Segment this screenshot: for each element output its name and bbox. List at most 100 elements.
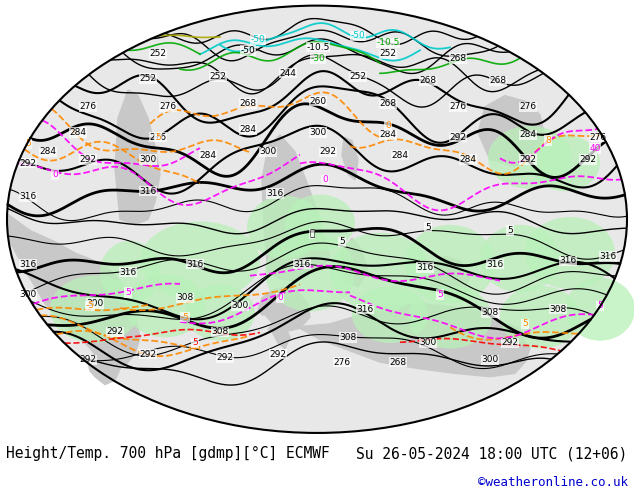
Text: 8: 8 (545, 136, 551, 145)
Text: 5: 5 (192, 339, 198, 347)
Text: 276: 276 (159, 102, 176, 111)
Text: 5: 5 (522, 319, 528, 328)
Text: 5: 5 (425, 222, 431, 232)
Text: 284: 284 (200, 151, 216, 160)
Text: 316: 316 (20, 260, 37, 269)
Text: 292: 292 (519, 155, 536, 164)
Text: 316: 316 (119, 268, 136, 277)
Text: 5: 5 (25, 140, 31, 148)
Text: 292: 292 (79, 155, 96, 164)
Text: 308: 308 (176, 294, 193, 302)
Text: 292: 292 (79, 355, 96, 365)
Text: 252: 252 (209, 72, 226, 81)
Text: 284: 284 (519, 130, 536, 140)
Ellipse shape (247, 196, 323, 259)
Text: 300: 300 (481, 355, 498, 365)
Text: 316: 316 (417, 263, 434, 272)
Text: 252: 252 (150, 49, 167, 58)
Text: 252: 252 (380, 49, 396, 58)
Text: -5: -5 (86, 301, 94, 310)
Ellipse shape (488, 126, 572, 189)
Text: 268: 268 (389, 358, 406, 367)
Polygon shape (340, 239, 368, 287)
Text: 276: 276 (150, 133, 167, 142)
Text: 284: 284 (380, 130, 396, 140)
Text: 252: 252 (139, 74, 157, 83)
Text: 5: 5 (125, 288, 131, 297)
Text: 316: 316 (599, 252, 617, 261)
Text: 276: 276 (590, 133, 607, 142)
Ellipse shape (565, 278, 634, 341)
Text: 5: 5 (437, 290, 443, 299)
Text: -5: -5 (181, 313, 190, 321)
Polygon shape (262, 135, 322, 281)
Polygon shape (7, 214, 140, 371)
Text: 300: 300 (259, 147, 276, 156)
Text: 252: 252 (349, 72, 366, 81)
Text: -50: -50 (241, 46, 256, 55)
Text: 292: 292 (269, 350, 287, 359)
Text: 316: 316 (294, 260, 311, 269)
Polygon shape (258, 287, 310, 332)
Text: 292: 292 (20, 159, 37, 168)
Text: 5: 5 (155, 133, 161, 142)
Text: ጖: ጖ (309, 229, 314, 239)
Text: 260: 260 (309, 97, 327, 106)
Text: 316: 316 (186, 260, 204, 269)
Text: 5: 5 (507, 226, 513, 235)
Ellipse shape (480, 225, 560, 293)
Text: 300: 300 (419, 339, 437, 347)
Text: 284: 284 (392, 151, 408, 160)
Text: 292: 292 (216, 353, 233, 362)
Polygon shape (268, 320, 290, 348)
Text: 244: 244 (280, 69, 297, 77)
Text: 268: 268 (489, 76, 507, 85)
Text: -50: -50 (351, 31, 365, 41)
Text: -50: -50 (250, 35, 266, 44)
Polygon shape (305, 234, 330, 270)
Text: -10.5: -10.5 (377, 38, 399, 47)
Ellipse shape (125, 274, 205, 337)
Text: 308: 308 (550, 305, 567, 314)
Ellipse shape (185, 285, 255, 341)
Text: ©weatheronline.co.uk: ©weatheronline.co.uk (477, 476, 628, 489)
Text: 268: 268 (240, 99, 257, 108)
Text: 284: 284 (460, 155, 477, 164)
Text: 268: 268 (450, 54, 467, 63)
Polygon shape (430, 256, 470, 298)
Text: 316: 316 (559, 256, 577, 266)
Ellipse shape (100, 241, 160, 304)
Text: 0: 0 (52, 170, 58, 179)
Polygon shape (300, 304, 530, 377)
Text: 300: 300 (86, 299, 103, 308)
Ellipse shape (405, 225, 495, 304)
Text: 268: 268 (379, 99, 396, 108)
Text: 292: 292 (450, 133, 467, 142)
Text: 316: 316 (266, 189, 283, 198)
Polygon shape (88, 351, 120, 385)
Text: 292: 292 (139, 350, 157, 359)
Text: 0: 0 (322, 175, 328, 184)
Text: 276: 276 (450, 102, 467, 111)
Text: Su 26-05-2024 18:00 UTC (12+06): Su 26-05-2024 18:00 UTC (12+06) (356, 446, 628, 462)
Text: 284: 284 (70, 128, 86, 137)
Ellipse shape (352, 287, 428, 343)
Ellipse shape (408, 286, 492, 348)
Text: 292: 292 (107, 327, 124, 336)
Text: -10.5: -10.5 (306, 43, 330, 52)
Text: 316: 316 (139, 187, 157, 196)
Text: 0: 0 (277, 294, 283, 302)
Text: 5: 5 (597, 301, 603, 310)
Ellipse shape (500, 286, 580, 348)
Polygon shape (342, 137, 358, 180)
Text: 40: 40 (590, 144, 600, 153)
Text: 308: 308 (339, 333, 356, 342)
Text: 292: 292 (320, 147, 337, 156)
Text: 292: 292 (501, 339, 519, 347)
Text: 276: 276 (79, 102, 96, 111)
Text: 276: 276 (519, 102, 536, 111)
Polygon shape (115, 90, 160, 225)
Text: 316: 316 (356, 305, 373, 314)
Text: 308: 308 (481, 308, 498, 317)
Polygon shape (505, 324, 525, 346)
